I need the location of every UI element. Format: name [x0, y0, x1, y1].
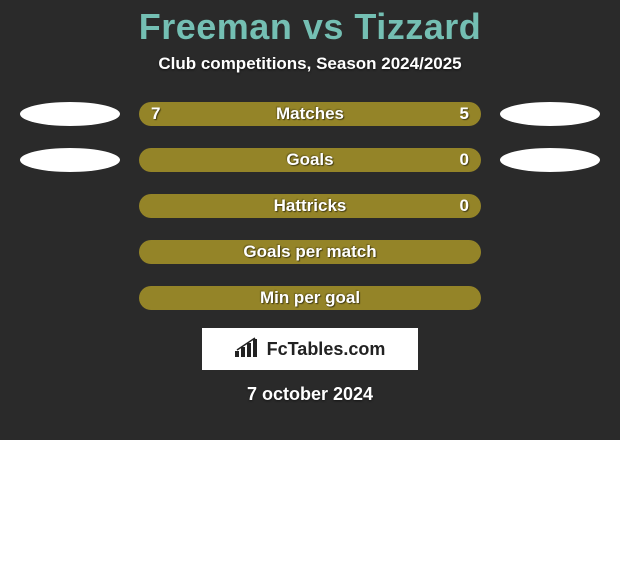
stat-value-right: 0: [460, 150, 469, 170]
stat-label: Goals: [286, 150, 333, 170]
player-right-marker: [500, 102, 600, 126]
stat-label: Hattricks: [274, 196, 347, 216]
stat-row: Min per goal: [10, 286, 610, 310]
stat-bar: Hattricks 0: [139, 194, 481, 218]
player-right-marker: [500, 148, 600, 172]
brand-text: FcTables.com: [267, 339, 386, 360]
footer-date: 7 october 2024: [0, 384, 620, 405]
stat-row: Hattricks 0: [10, 194, 610, 218]
title-vs: vs: [292, 6, 354, 47]
stat-label: Matches: [276, 104, 344, 124]
player-left-marker: [20, 102, 120, 126]
stat-bar: Goals 0: [139, 148, 481, 172]
page-title: Freeman vs Tizzard: [0, 6, 620, 48]
subtitle: Club competitions, Season 2024/2025: [0, 54, 620, 74]
stat-bar: Matches 7 5: [139, 102, 481, 126]
stat-label: Goals per match: [243, 242, 376, 262]
comparison-card: Freeman vs Tizzard Club competitions, Se…: [0, 0, 620, 440]
stat-value-left: 7: [151, 104, 160, 124]
brand-box: FcTables.com: [202, 328, 418, 370]
stat-rows: Matches 7 5 Goals 0 Hattricks 0 Goals per match…: [0, 102, 620, 310]
stat-bar: Min per goal: [139, 286, 481, 310]
title-left: Freeman: [139, 6, 293, 47]
stat-row: Goals 0: [10, 148, 610, 172]
bars-icon: [235, 337, 261, 362]
stat-label: Min per goal: [260, 288, 360, 308]
stat-value-right: 5: [460, 104, 469, 124]
title-right: Tizzard: [354, 6, 481, 47]
stat-bar: Goals per match: [139, 240, 481, 264]
stat-value-right: 0: [460, 196, 469, 216]
stat-row: Goals per match: [10, 240, 610, 264]
stat-row: Matches 7 5: [10, 102, 610, 126]
player-left-marker: [20, 148, 120, 172]
